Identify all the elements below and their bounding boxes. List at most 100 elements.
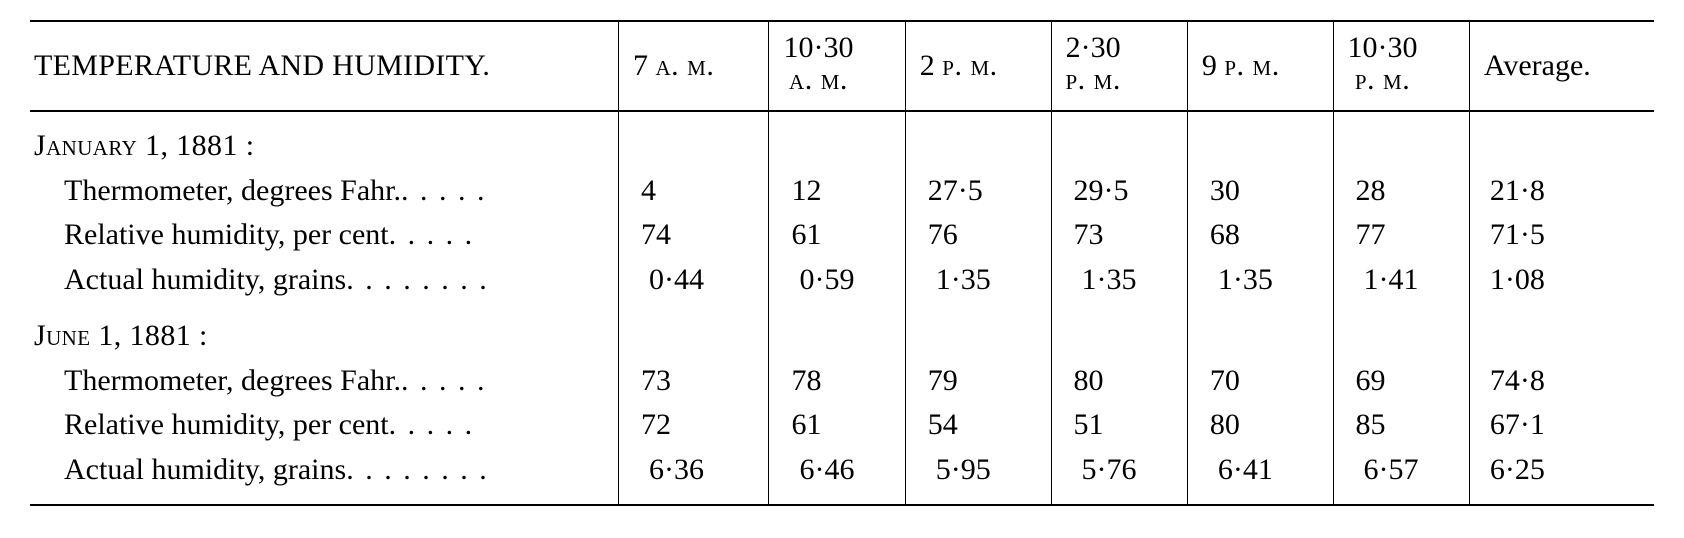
spacer-cell [30,111,619,124]
row-label: Thermometer, degrees Fahr. [30,359,619,404]
section-heading: January 1, 1881 : [30,124,619,169]
data-cell: 5·76 [1051,448,1187,493]
data-cell: 61 [769,213,905,258]
data-cell: 77 [1333,213,1469,258]
col-230pm-num: 2·30 [1066,31,1121,64]
data-cell: 6·25 [1469,448,1654,493]
spacer-row [30,302,1654,314]
col-1030pm: 10·30 p. m. [1333,21,1469,111]
col-1030am-num: 10·30 [783,31,853,64]
empty-cell [905,314,1051,359]
data-cell: 67·1 [1469,403,1654,448]
data-cell: 0·44 [619,258,769,303]
col-230pm-ampm: p. m. [1066,63,1121,96]
data-cell: 0·59 [769,258,905,303]
section-heading-row: January 1, 1881 : [30,124,1654,169]
data-cell: 73 [619,359,769,404]
empty-cell [1051,111,1187,124]
empty-cell [905,111,1051,124]
data-cell: 79 [905,359,1051,404]
spacer-row [30,111,1654,124]
row-label-text: Relative humidity, per cent [64,218,474,251]
empty-cell [905,302,1051,314]
data-cell: 68 [1187,213,1333,258]
empty-cell [905,492,1051,505]
col-9pm: 9 p. m. [1187,21,1333,111]
data-cell: 29·5 [1051,169,1187,214]
row-label: Actual humidity, grains [30,258,619,303]
table-row: Thermometer, degrees Fahr.73787980706974… [30,359,1654,404]
row-label-text: Thermometer, degrees Fahr. [64,364,487,397]
empty-cell [619,492,769,505]
data-cell: 76 [905,213,1051,258]
col-1030am: 10·30 a. m. [769,21,905,111]
empty-cell [619,124,769,169]
empty-cell [769,111,905,124]
row-label-text: Thermometer, degrees Fahr. [64,174,487,207]
data-cell: 6·41 [1187,448,1333,493]
empty-cell [905,124,1051,169]
col-2pm-ampm: p. m. [942,49,997,82]
data-cell: 6·57 [1333,448,1469,493]
col-7am: 7 a. m. [619,21,769,111]
empty-cell [1187,111,1333,124]
col-7am-ampm: a. m. [656,49,715,82]
col-2pm: 2 p. m. [905,21,1051,111]
spacer-cell [30,492,619,505]
empty-cell [1187,492,1333,505]
data-cell: 54 [905,403,1051,448]
data-cell: 51 [1051,403,1187,448]
empty-cell [1469,111,1654,124]
data-cell: 80 [1051,359,1187,404]
data-cell: 27·5 [905,169,1051,214]
data-cell: 72 [619,403,769,448]
data-cell: 70 [1187,359,1333,404]
data-cell: 4 [619,169,769,214]
empty-cell [1469,314,1654,359]
spacer-cell [30,302,619,314]
header-title: TEMPERATURE AND HUMIDITY. [30,21,619,111]
row-label: Relative humidity, per cent [30,403,619,448]
empty-cell [1469,302,1654,314]
temperature-humidity-table: TEMPERATURE AND HUMIDITY. 7 a. m. 10·30 … [30,20,1654,506]
table-row: Thermometer, degrees Fahr.41227·529·5302… [30,169,1654,214]
empty-cell [769,124,905,169]
empty-cell [1187,302,1333,314]
col-9pm-num: 9 [1202,49,1225,82]
empty-cell [619,111,769,124]
data-cell: 5·95 [905,448,1051,493]
col-1030pm-ampm: p. m. [1355,63,1410,96]
data-cell: 6·36 [619,448,769,493]
data-cell: 69 [1333,359,1469,404]
data-cell: 80 [1187,403,1333,448]
row-label: Relative humidity, per cent [30,213,619,258]
col-230pm: 2·30 p. m. [1051,21,1187,111]
table-row: Actual humidity, grains0·440·591·351·351… [30,258,1654,303]
col-average-label: Average. [1484,49,1591,82]
empty-cell [1187,314,1333,359]
empty-cell [1333,492,1469,505]
data-cell: 1·41 [1333,258,1469,303]
spacer-row [30,492,1654,505]
empty-cell [769,314,905,359]
empty-cell [1333,111,1469,124]
empty-cell [1051,314,1187,359]
data-cell: 21·8 [1469,169,1654,214]
row-label: Thermometer, degrees Fahr. [30,169,619,214]
row-label-text: Actual humidity, grains [64,453,489,486]
empty-cell [1333,302,1469,314]
data-cell: 1·35 [1051,258,1187,303]
empty-cell [769,492,905,505]
row-label: Actual humidity, grains [30,448,619,493]
data-cell: 74 [619,213,769,258]
table-row: Relative humidity, per cent7461767368777… [30,213,1654,258]
empty-cell [1187,124,1333,169]
data-cell: 73 [1051,213,1187,258]
empty-cell [619,302,769,314]
data-cell: 1·35 [905,258,1051,303]
section-heading: June 1, 1881 : [30,314,619,359]
data-cell: 61 [769,403,905,448]
data-table: TEMPERATURE AND HUMIDITY. 7 a. m. 10·30 … [30,20,1654,506]
empty-cell [1051,124,1187,169]
col-1030am-ampm: a. m. [789,63,848,96]
